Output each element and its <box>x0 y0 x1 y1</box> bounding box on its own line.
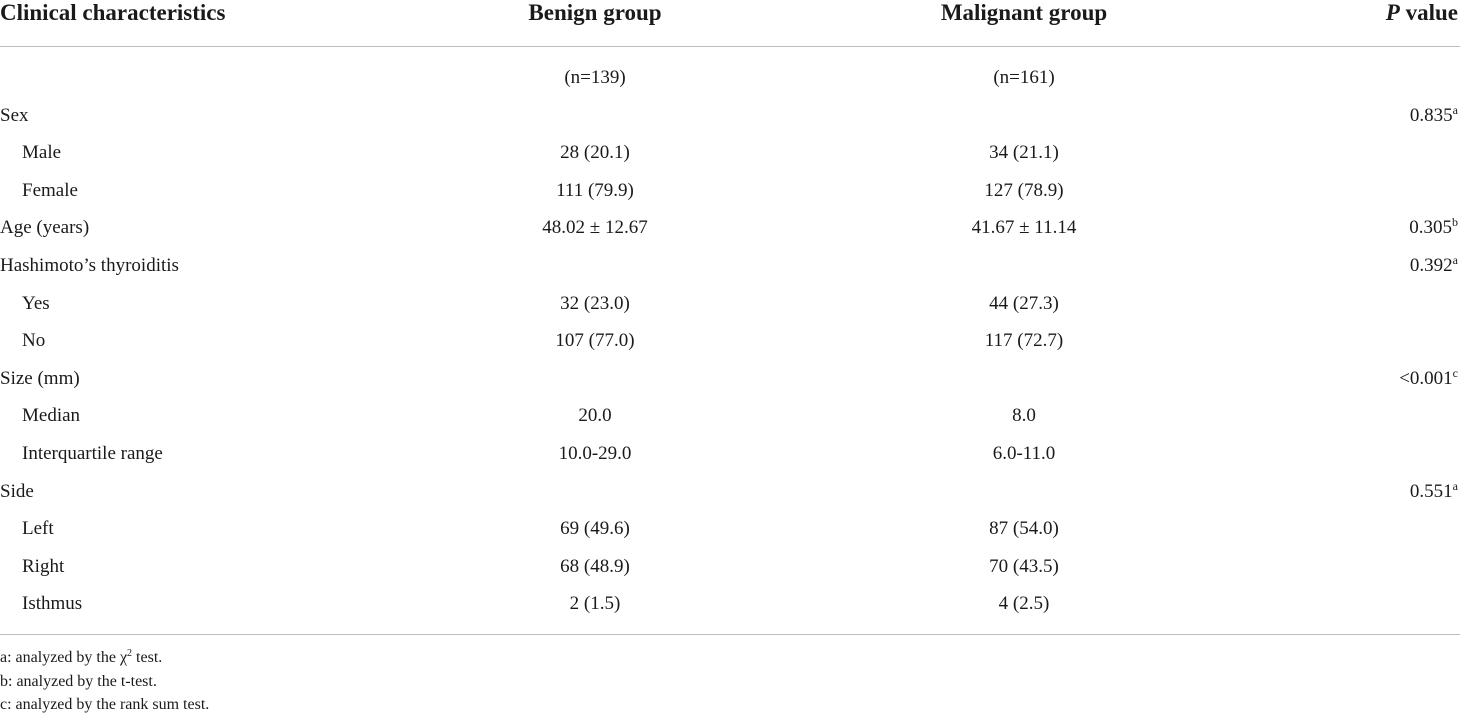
table-body: (n=139) (n=161) Sex 0.835a Male 28 (20.1) 34 (… <box>0 68 1460 632</box>
row-label: Size (mm) <box>0 367 80 389</box>
p-value-number: <0.001 <box>1399 367 1453 389</box>
malignant-value: 117 (72.7) <box>984 330 1064 352</box>
table-row: Hashimoto’s thyroiditis 0.392a <box>0 252 1460 294</box>
malignant-value: 34 (21.1) <box>989 142 1059 164</box>
row-label: Right <box>22 555 65 577</box>
header-benign-group: Benign group <box>528 0 662 25</box>
header-malignant-group: Malignant group <box>940 0 1108 25</box>
malignant-value: 87 (54.0) <box>989 518 1059 540</box>
table-row: (n=139) (n=161) <box>0 68 1460 106</box>
p-value: 0.392a <box>1409 252 1458 276</box>
row-label: Isthmus <box>22 593 83 615</box>
table-footnotes: a: analyzed by the χ2 test. b: analyzed b… <box>0 646 209 717</box>
p-value-number: 0.835 <box>1409 104 1453 126</box>
table-row: Male 28 (20.1) 34 (21.1) <box>0 143 1460 181</box>
table-row: Left 69 (49.6) 87 (54.0) <box>0 519 1460 557</box>
table-row: Right 68 (48.9) 70 (43.5) <box>0 555 1460 595</box>
p-value-footnote-marker: a <box>1452 478 1458 493</box>
p-value-number: 0.305 <box>1409 217 1452 239</box>
malignant-value: 44 (27.3) <box>989 292 1059 314</box>
p-value: 0.305b <box>1409 215 1458 239</box>
benign-value: 111 (79.9) <box>556 179 634 201</box>
benign-value: 2 (1.5) <box>569 593 621 615</box>
benign-value: 28 (20.1) <box>560 142 630 164</box>
row-label: Female <box>22 179 78 201</box>
malignant-value: 127 (78.9) <box>984 179 1064 201</box>
header-clinical-characteristics: Clinical characteristics <box>0 0 226 25</box>
row-label: Left <box>22 518 54 540</box>
benign-value: 10.0-29.0 <box>558 442 632 464</box>
footnote-text: a: analyzed by the χ <box>0 649 128 666</box>
malignant-value: 6.0-11.0 <box>992 442 1056 464</box>
malignant-value: (n=161) <box>993 67 1055 88</box>
row-label: Age (years) <box>0 217 90 239</box>
malignant-value: 70 (43.5) <box>989 555 1059 577</box>
header-value-word: value <box>1399 0 1458 25</box>
table-row: Interquartile range 10.0-29.0 6.0-11.0 <box>0 442 1460 482</box>
row-label: Yes <box>22 292 50 314</box>
benign-value: 20.0 <box>578 405 612 427</box>
p-value-number: 0.551 <box>1409 480 1453 502</box>
benign-value: (n=139) <box>564 67 626 88</box>
header-p-value: P value <box>1386 0 1458 26</box>
p-value-footnote-marker: b <box>1452 215 1458 230</box>
benign-value: 107 (77.0) <box>555 330 635 352</box>
malignant-value: 4 (2.5) <box>998 593 1050 615</box>
table-row: Sex 0.835a <box>0 102 1460 144</box>
p-value: 0.551a <box>1409 478 1458 502</box>
p-value-number: 0.392 <box>1409 254 1453 276</box>
table-bottom-rule <box>0 634 1460 635</box>
p-value: 0.835a <box>1409 102 1458 126</box>
table-header-row: Clinical characteristics Benign group Ma… <box>0 0 1460 47</box>
table-row: No 107 (77.0) 117 (72.7) <box>0 331 1460 369</box>
row-label: Hashimoto’s thyroiditis <box>0 254 179 276</box>
footnote-text: c: analyzed by the rank sum test. <box>0 696 210 713</box>
malignant-value: 8.0 <box>1012 405 1036 427</box>
row-label: Interquartile range <box>22 442 163 464</box>
footnote: c: analyzed by the rank sum test. <box>0 693 209 717</box>
row-label: No <box>22 330 46 352</box>
benign-value: 69 (49.6) <box>560 518 630 540</box>
table-row: Isthmus 2 (1.5) 4 (2.5) <box>0 594 1460 632</box>
row-label: Sex <box>0 104 29 126</box>
benign-value: 32 (23.0) <box>560 292 630 314</box>
row-label: Side <box>0 480 34 502</box>
footnote: b: analyzed by the t-test. <box>0 670 209 694</box>
clinical-characteristics-table: Clinical characteristics Benign group Ma… <box>0 0 1460 632</box>
table-row: Median 20.0 8.0 <box>0 406 1460 444</box>
footnote: a: analyzed by the χ2 test. <box>0 646 209 670</box>
malignant-value: 41.67 ± 11.14 <box>971 217 1077 239</box>
benign-value: 48.02 ± 12.67 <box>542 217 648 239</box>
table-row: Side 0.551a <box>0 478 1460 520</box>
benign-value: 68 (48.9) <box>560 555 630 577</box>
footnote-text: b: analyzed by the t-test. <box>0 672 157 690</box>
row-label: Median <box>22 405 81 427</box>
p-value-footnote-marker: c <box>1452 365 1458 380</box>
row-label: Male <box>22 142 62 164</box>
p-value-footnote-marker: a <box>1452 102 1458 117</box>
p-value-footnote-marker: a <box>1452 252 1458 267</box>
footnote-text-end: test. <box>132 649 163 666</box>
footnote-superscript: 2 <box>127 648 133 659</box>
header-p-letter: P <box>1385 0 1400 25</box>
table-row: Yes 32 (23.0) 44 (27.3) <box>0 292 1460 332</box>
table-row: Size (mm) <0.001c <box>0 365 1460 407</box>
table-row: Female 111 (79.9) 127 (78.9) <box>0 179 1460 219</box>
table-row: Age (years) 48.02 ± 12.67 41.67 ± 11.14 0.3… <box>0 215 1460 256</box>
p-value: <0.001c <box>1399 365 1458 389</box>
